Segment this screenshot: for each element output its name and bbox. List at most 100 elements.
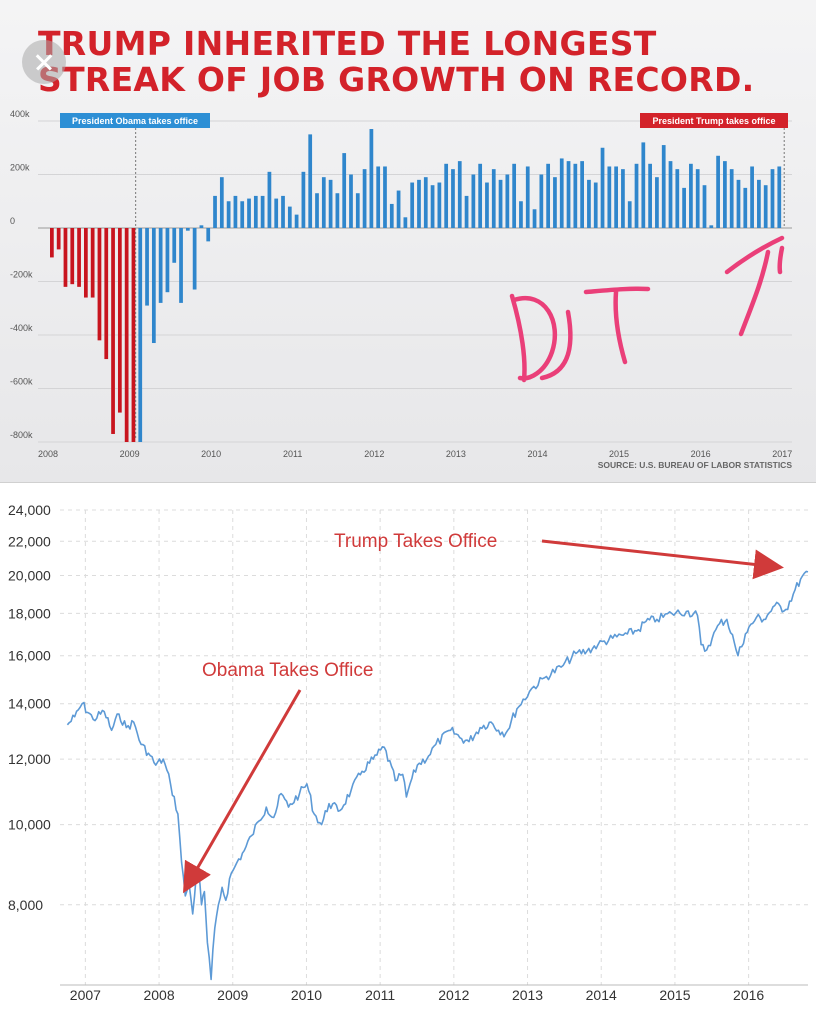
x-tick-label: 2013 <box>512 987 543 1003</box>
bar <box>770 169 775 228</box>
bar <box>757 179 761 228</box>
bar <box>362 169 367 228</box>
bar <box>389 203 394 228</box>
x-tick-label: 2009 <box>120 449 140 459</box>
y-tick-label: 14,000 <box>8 696 51 712</box>
bar <box>410 182 415 228</box>
bar <box>478 163 483 228</box>
divider <box>0 482 816 493</box>
obama-label: President Obama takes office <box>72 116 198 126</box>
bar <box>593 182 598 228</box>
bar <box>315 193 319 228</box>
bar <box>709 225 714 228</box>
bar <box>491 169 496 228</box>
bar <box>124 228 129 442</box>
y-tick-label: 12,000 <box>8 751 51 767</box>
bar <box>90 228 95 298</box>
y-tick-label: 22,000 <box>8 533 51 549</box>
bar <box>716 155 720 228</box>
obama-label-box <box>60 113 210 128</box>
bar <box>498 179 503 228</box>
y-tick-label: -600k <box>10 377 33 387</box>
bar <box>376 166 381 228</box>
x-tick-label: 2011 <box>283 449 302 459</box>
bar <box>260 195 265 228</box>
bar <box>607 166 612 228</box>
y-tick-label: -800k <box>10 430 33 440</box>
x-tick-label: 2012 <box>364 449 384 459</box>
chart-title: TRUMP INHERITED THE LONGEST STREAK OF JO… <box>38 24 755 99</box>
handwritten-t <box>724 235 785 337</box>
x-tick-label: 2014 <box>586 987 617 1003</box>
bar <box>423 177 428 228</box>
bar <box>648 163 652 228</box>
bar <box>97 228 102 341</box>
trump-arrow <box>541 539 784 580</box>
index-line <box>66 570 809 981</box>
bar <box>539 174 544 228</box>
bar <box>138 228 143 442</box>
bar <box>512 163 517 228</box>
y-tick-label: 400k <box>10 109 30 119</box>
x-tick-label: 2016 <box>691 449 711 459</box>
bar <box>199 225 204 228</box>
x-tick-label: 2008 <box>143 987 174 1003</box>
trump-label: President Trump takes office <box>652 116 775 126</box>
bar <box>485 182 489 228</box>
bar <box>655 177 659 228</box>
handwritten-djt <box>509 286 651 383</box>
bar <box>437 182 442 228</box>
x-tick-label: 2008 <box>38 449 58 459</box>
bar <box>743 187 748 228</box>
bar <box>131 228 136 442</box>
bar <box>321 177 326 228</box>
x-tick-label: 2013 <box>446 449 466 459</box>
bar <box>274 198 279 228</box>
bar <box>729 169 734 228</box>
bar <box>396 190 401 228</box>
bar <box>668 161 673 228</box>
x-tick-label: 2017 <box>772 449 792 459</box>
bar <box>253 195 258 228</box>
close-icon[interactable] <box>22 40 66 84</box>
y-tick-label: 0 <box>10 216 15 226</box>
bar <box>471 174 476 228</box>
bar <box>430 185 435 228</box>
x-tick-label: 2009 <box>217 987 248 1003</box>
x-tick-label: 2007 <box>70 987 101 1003</box>
bar <box>573 163 578 228</box>
bar <box>301 171 306 228</box>
bar <box>383 166 387 228</box>
bar <box>689 163 693 228</box>
bar <box>682 187 686 228</box>
bar <box>151 228 156 344</box>
bar <box>70 228 75 285</box>
obama-arrow <box>183 689 302 894</box>
bar <box>117 228 122 413</box>
x-tick-label: 2016 <box>733 987 764 1003</box>
y-tick-label: 200k <box>10 163 30 173</box>
bar <box>179 228 183 303</box>
bar <box>621 169 625 228</box>
bar <box>247 198 251 228</box>
bar <box>335 193 340 228</box>
bar <box>83 228 88 298</box>
y-tick-label: -200k <box>10 270 33 280</box>
bar <box>349 174 353 228</box>
bar <box>763 185 768 228</box>
bar <box>206 228 211 242</box>
bar <box>600 147 605 228</box>
source-label: SOURCE: U.S. BUREAU OF LABOR STATISTICS <box>598 460 793 470</box>
x-tick-label: 2012 <box>438 987 469 1003</box>
trump-label-box <box>640 113 788 128</box>
bar <box>587 179 591 228</box>
bar <box>661 145 666 228</box>
bar <box>505 174 510 228</box>
bar <box>63 228 68 287</box>
y-tick-label: 8,000 <box>8 897 43 913</box>
bar <box>750 166 754 228</box>
x-tick-label: 2014 <box>527 449 547 459</box>
bar <box>165 228 170 293</box>
bar <box>519 201 523 228</box>
bar <box>226 201 231 228</box>
